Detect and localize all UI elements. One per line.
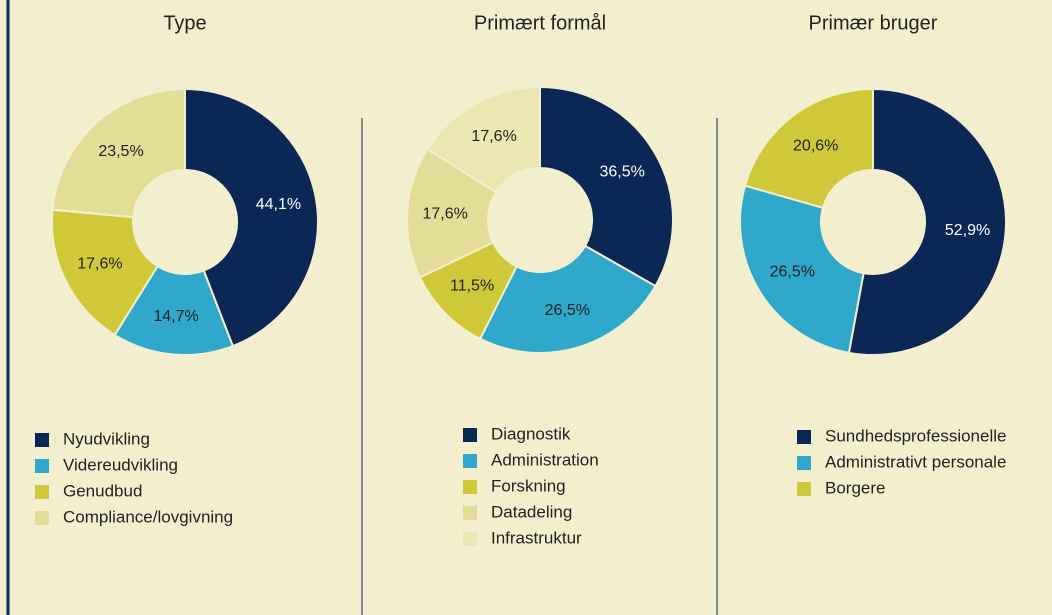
- legend-label: Compliance/lovgivning: [63, 507, 233, 526]
- data-label: 17,6%: [422, 206, 467, 223]
- legend-swatch: [797, 456, 811, 470]
- data-label: 36,5%: [599, 164, 644, 181]
- donut-slice: [847, 87, 1007, 356]
- legend-label: Borgere: [825, 478, 885, 497]
- data-label: 26,5%: [545, 302, 590, 319]
- data-label: 17,6%: [471, 128, 516, 145]
- data-label: 14,7%: [153, 308, 198, 325]
- data-label: 23,5%: [98, 143, 143, 160]
- chart-title: Type: [163, 12, 206, 34]
- legend-swatch: [35, 485, 49, 499]
- legend-label: Forskning: [491, 476, 566, 495]
- legend-label: Administration: [491, 450, 599, 469]
- chart-title: Primær bruger: [809, 12, 938, 34]
- legend-label: Nyudvikling: [63, 429, 150, 448]
- data-label: 26,5%: [770, 263, 815, 280]
- donut-slice: [426, 85, 541, 194]
- donut-slice: [743, 87, 874, 210]
- legend-label: Videreudvikling: [63, 455, 178, 474]
- legend-swatch: [463, 506, 477, 520]
- legend-swatch: [797, 430, 811, 444]
- donut-slice: [51, 208, 159, 337]
- donut-slice: [539, 85, 674, 288]
- legend-swatch: [35, 459, 49, 473]
- donut-slice: [184, 87, 319, 348]
- donut-slice: [406, 147, 498, 279]
- donut-slice: [739, 184, 865, 354]
- legend-swatch: [463, 480, 477, 494]
- data-label: 11,5%: [450, 278, 494, 295]
- data-label: 44,1%: [256, 196, 301, 213]
- data-label: 20,6%: [793, 137, 838, 154]
- legend-label: Genudbud: [63, 481, 142, 500]
- legend-label: Sundhedsprofessionelle: [825, 426, 1006, 445]
- donut-slice: [51, 87, 186, 219]
- data-label: 17,6%: [77, 255, 122, 272]
- legend-swatch: [463, 428, 477, 442]
- legend-swatch: [463, 532, 477, 546]
- legend-label: Diagnostik: [491, 424, 571, 443]
- legend-label: Datadeling: [491, 502, 572, 521]
- legend-swatch: [35, 511, 49, 525]
- legend-swatch: [35, 433, 49, 447]
- chart-title: Primært formål: [474, 12, 606, 34]
- legend-label: Infrastruktur: [491, 528, 582, 547]
- data-label: 52,9%: [945, 222, 990, 239]
- legend-swatch: [797, 482, 811, 496]
- legend-label: Administrativt personale: [825, 452, 1006, 471]
- legend-swatch: [463, 454, 477, 468]
- donut-slice: [478, 244, 657, 354]
